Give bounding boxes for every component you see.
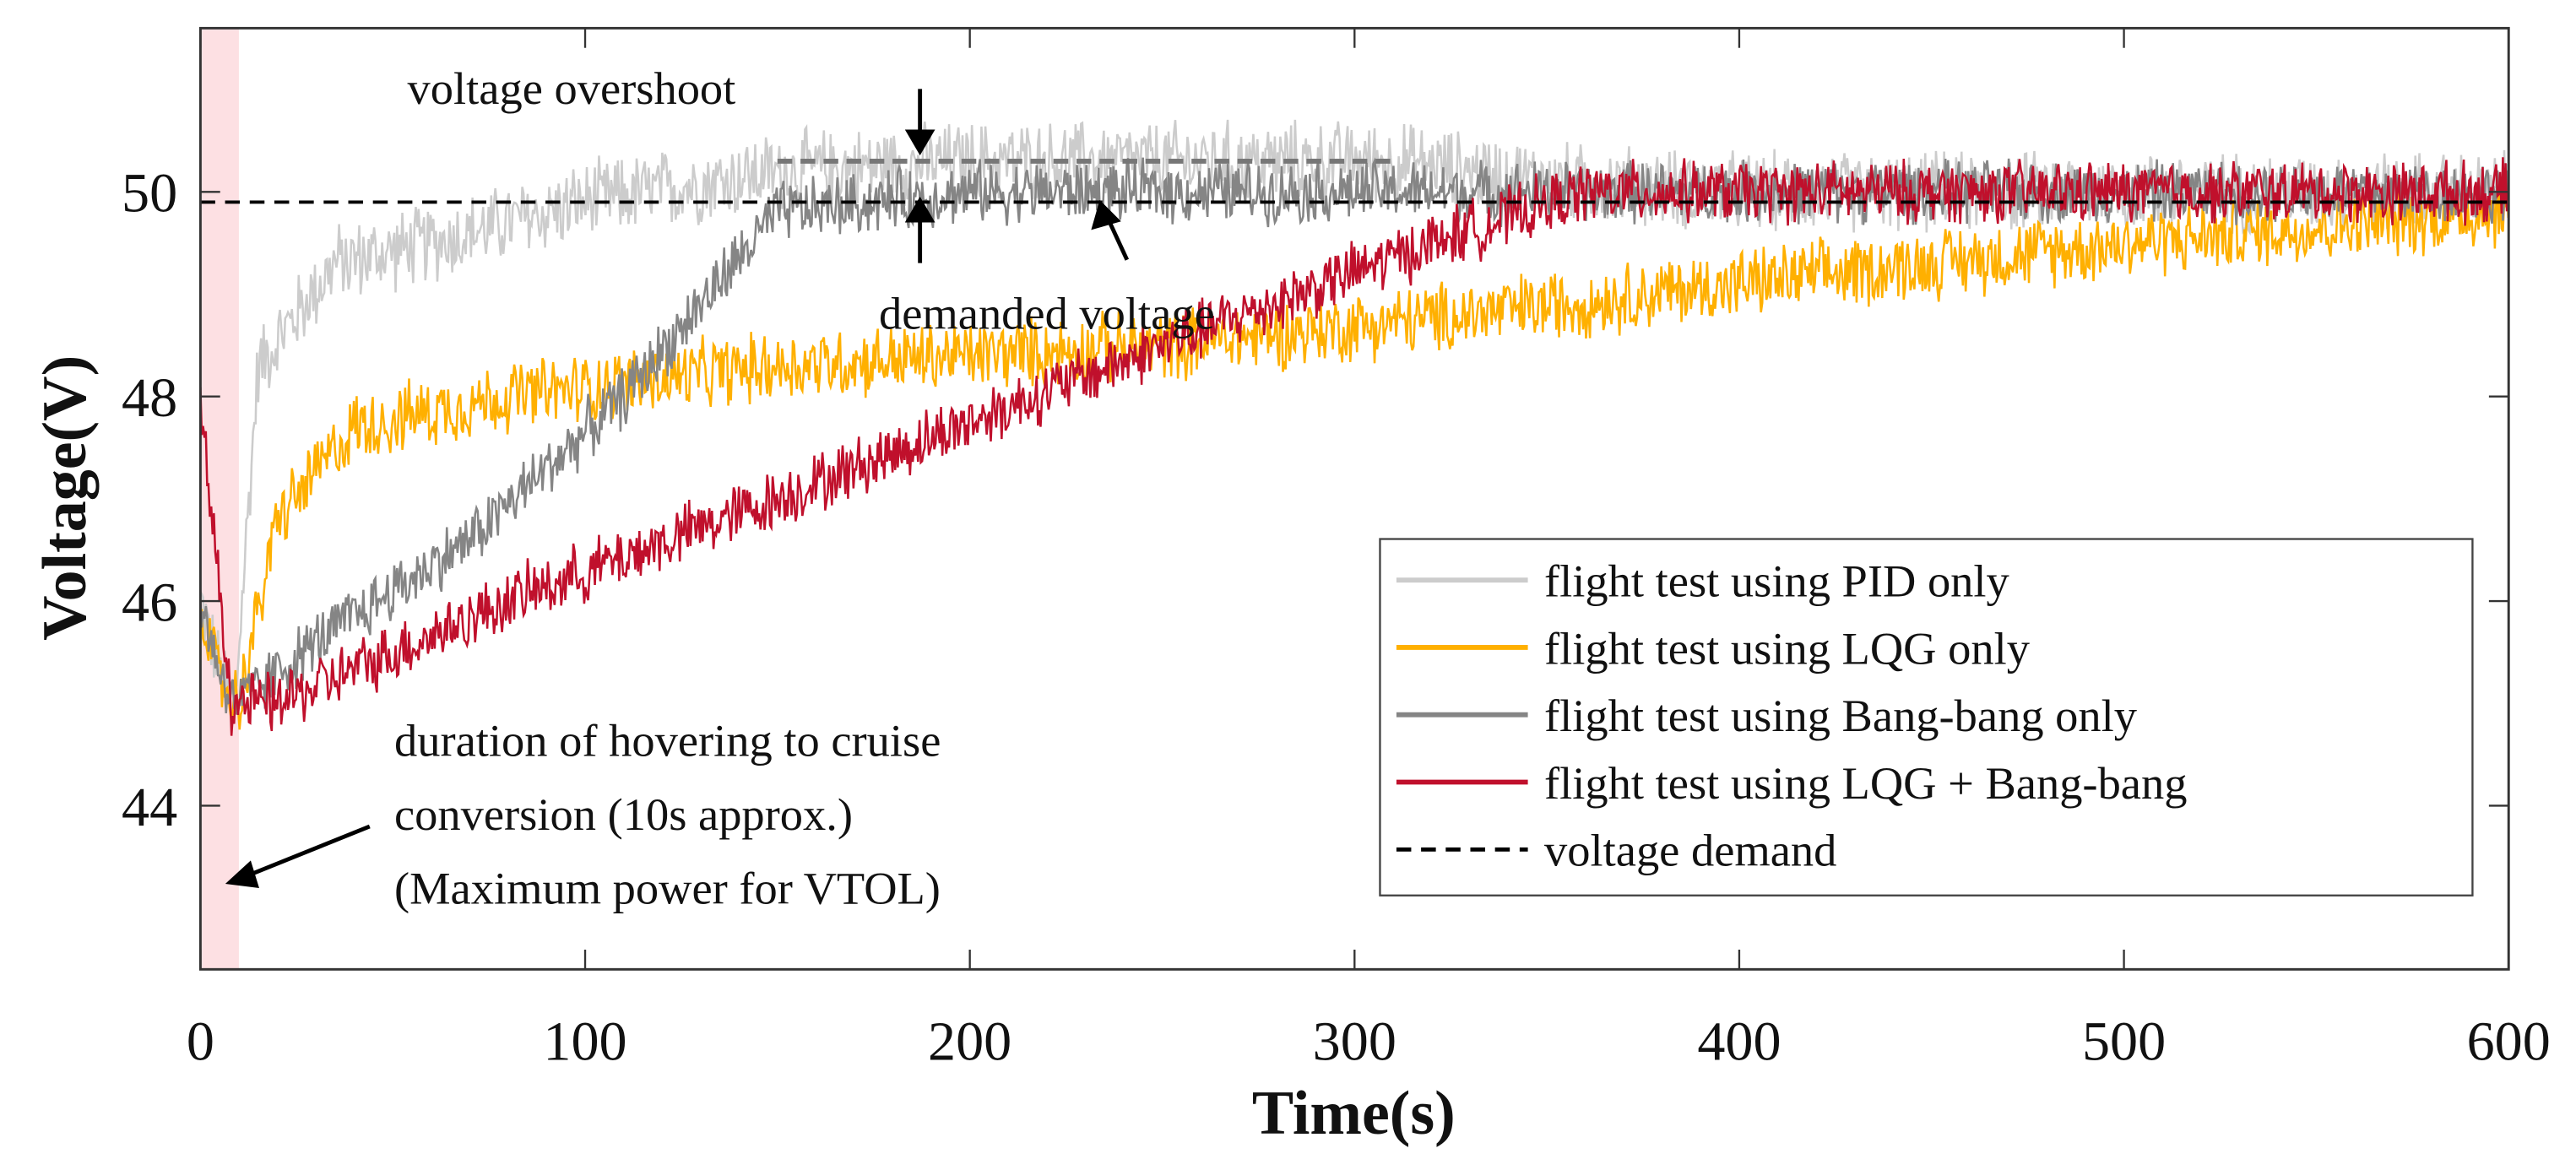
y-tick-label: 50 bbox=[122, 163, 177, 225]
y-tick-label: 44 bbox=[122, 777, 177, 838]
x-tick-label: 0 bbox=[187, 1010, 214, 1072]
y-tick-label: 46 bbox=[122, 571, 177, 633]
duration-arrowhead-icon bbox=[225, 860, 259, 888]
annotation-duration-line1: duration of hovering to cruise bbox=[394, 714, 941, 766]
series-line-3 bbox=[199, 157, 2510, 736]
series-layer bbox=[199, 119, 2510, 736]
series-line-1 bbox=[199, 182, 2510, 730]
overshoot-arrowhead-icon bbox=[904, 129, 935, 156]
legend: flight test using PID only flight test us… bbox=[1379, 538, 2474, 896]
legend-item: flight test using LQG only bbox=[1396, 622, 2031, 674]
x-tick-label: 300 bbox=[1313, 1010, 1396, 1072]
legend-label: voltage demand bbox=[1544, 825, 1836, 876]
annotation-voltage-overshoot: voltage overshoot bbox=[408, 62, 736, 114]
x-tick-label: 500 bbox=[2082, 1010, 2166, 1072]
demanded-voltage-arrowhead-icon bbox=[1091, 199, 1121, 230]
annotation-arrows bbox=[225, 89, 1130, 888]
series-line-0 bbox=[199, 119, 2510, 699]
x-tick-label: 200 bbox=[928, 1010, 1011, 1072]
legend-box bbox=[1379, 538, 2474, 896]
x-tick-label: 100 bbox=[543, 1010, 626, 1072]
legend-item: flight test using LQG + Bang-bang bbox=[1396, 757, 2187, 809]
y-tick-label: 48 bbox=[122, 367, 177, 429]
legend-label: flight test using LQG only bbox=[1544, 622, 2031, 674]
legend-item: voltage demand bbox=[1396, 825, 1836, 876]
annotation-duration-line3: (Maximum power for VTOL) bbox=[394, 862, 941, 913]
demand-arrowhead-icon bbox=[904, 196, 935, 223]
shaded-hover-region bbox=[200, 28, 239, 970]
legend-label: flight test using LQG + Bang-bang bbox=[1544, 757, 2187, 809]
annotation-duration-line2: conversion (10s approx.) bbox=[394, 788, 853, 840]
legend-label: flight test using PID only bbox=[1544, 555, 2010, 607]
y-axis-label: Voltage(V) bbox=[30, 355, 99, 641]
duration-arrow bbox=[242, 824, 371, 880]
annotation-demanded-voltage: demanded voltage bbox=[879, 287, 1215, 339]
axis-ticks: 0 100 200 300 400 500 600 44 46 48 50 bbox=[122, 28, 2551, 1072]
x-tick-label: 600 bbox=[2467, 1010, 2551, 1072]
legend-item: flight test using Bang-bang only bbox=[1396, 690, 2138, 741]
x-tick-label: 400 bbox=[1697, 1010, 1781, 1072]
x-axis-label: Time(s) bbox=[1252, 1078, 1456, 1147]
legend-item: flight test using PID only bbox=[1396, 555, 2010, 607]
legend-label: flight test using Bang-bang only bbox=[1544, 690, 2138, 741]
